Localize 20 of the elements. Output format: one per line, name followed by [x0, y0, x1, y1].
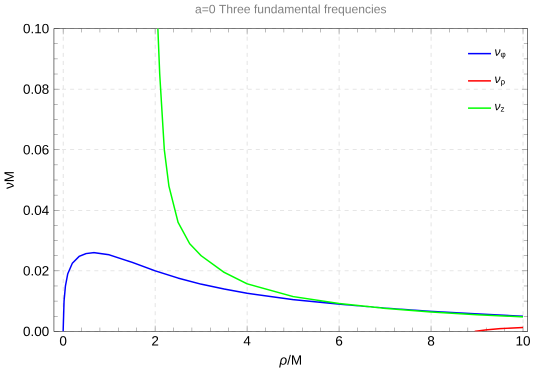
- line-series: [157, 28, 524, 318]
- chart-title: a=0 Three fundamental frequencies: [196, 4, 386, 16]
- x-tick-label: 8: [428, 336, 434, 346]
- x-tick-label: 2: [152, 336, 158, 346]
- line-series: [62, 252, 524, 332]
- x-tick-label: 6: [336, 336, 342, 346]
- y-tick-label: 0.04: [24, 206, 49, 216]
- legend-label: ν$_{φ}$: [495, 49, 506, 59]
- legend-label: ν$_{ρ}$: [495, 76, 505, 86]
- x-tick-label: 10: [516, 336, 530, 346]
- x-tick-label: 4: [244, 336, 250, 346]
- y-axis-title: νM: [4, 172, 14, 189]
- legend-label: ν$_{z}$: [495, 104, 504, 112]
- x-tick-label: 0: [60, 336, 66, 346]
- x-axis-title: ρ/M: [279, 354, 302, 368]
- y-tick-label: 0.00: [24, 326, 49, 336]
- y-tick-label: 0.06: [24, 144, 49, 155]
- y-tick-label: 0.08: [24, 84, 49, 94]
- y-tick-label: 0.10: [24, 24, 49, 34]
- y-tick-label: 0.02: [24, 266, 49, 276]
